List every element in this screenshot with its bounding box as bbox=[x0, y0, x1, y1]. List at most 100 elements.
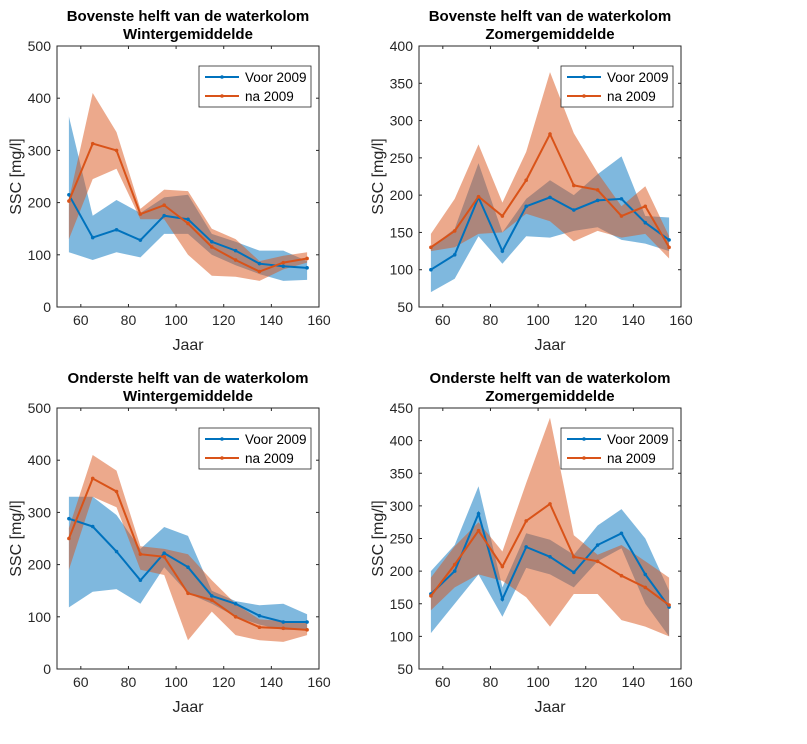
legend: Voor 2009 na 2009 bbox=[560, 427, 674, 470]
y-tick-label: 400 bbox=[28, 90, 52, 106]
subplot-3: Onderste helft van de waterkolomWinterge… bbox=[8, 370, 331, 716]
data-point bbox=[233, 258, 238, 262]
data-point bbox=[667, 238, 671, 242]
y-tick-label: 300 bbox=[390, 498, 414, 514]
y-tick-label: 300 bbox=[28, 142, 52, 158]
data-point bbox=[233, 601, 238, 606]
y-axis-label: SSC [mg/l] bbox=[370, 138, 387, 214]
x-tick-label: 60 bbox=[73, 312, 89, 328]
y-axis-label: SSC [mg/l] bbox=[8, 500, 25, 576]
data-point bbox=[186, 565, 190, 570]
chart-subtitle: Zomergemiddelde bbox=[485, 388, 614, 405]
data-point bbox=[138, 578, 143, 583]
y-tick-label: 100 bbox=[390, 628, 414, 644]
x-tick-label: 100 bbox=[164, 312, 188, 328]
data-point bbox=[500, 564, 505, 569]
data-point bbox=[619, 214, 624, 218]
chart-title: Bovenste helft van de waterkolom bbox=[67, 8, 310, 25]
legend-box bbox=[560, 427, 674, 470]
data-point bbox=[595, 198, 600, 203]
data-point bbox=[257, 261, 262, 266]
chart-title: Onderste helft van de waterkolom bbox=[430, 370, 671, 387]
x-tick-label: 100 bbox=[526, 674, 550, 690]
data-point bbox=[667, 245, 671, 250]
y-tick-label: 300 bbox=[390, 113, 414, 129]
x-axis-label: Jaar bbox=[534, 699, 566, 716]
data-point bbox=[257, 269, 262, 274]
y-tick-label: 50 bbox=[397, 661, 413, 677]
y-tick-label: 150 bbox=[390, 596, 414, 612]
data-point bbox=[524, 519, 528, 523]
legend-box bbox=[560, 65, 674, 108]
x-tick-label: 80 bbox=[121, 674, 137, 690]
plot-area bbox=[429, 417, 671, 637]
x-tick-label: 160 bbox=[669, 312, 693, 328]
data-point bbox=[257, 613, 262, 618]
y-tick-label: 0 bbox=[43, 661, 51, 677]
data-point bbox=[114, 227, 119, 232]
subplot-1: Bovenste helft van de waterkolomWinterge… bbox=[8, 8, 331, 354]
y-tick-label: 250 bbox=[390, 531, 414, 547]
x-tick-label: 120 bbox=[212, 312, 236, 328]
data-point bbox=[595, 559, 600, 564]
data-point bbox=[619, 573, 624, 578]
data-point bbox=[429, 267, 433, 272]
data-point bbox=[619, 531, 624, 536]
data-point bbox=[619, 197, 624, 201]
axes-box bbox=[56, 407, 320, 670]
y-tick-label: 100 bbox=[28, 247, 52, 263]
data-point bbox=[257, 625, 262, 630]
data-point bbox=[138, 552, 143, 556]
y-tick-label: 100 bbox=[390, 262, 414, 278]
y-tick-label: 350 bbox=[390, 465, 414, 481]
x-tick-label: 140 bbox=[260, 312, 284, 328]
data-point bbox=[233, 615, 238, 619]
legend: Voor 2009 na 2009 bbox=[560, 65, 674, 108]
x-tick-label: 160 bbox=[669, 674, 693, 690]
y-tick-label: 300 bbox=[28, 504, 52, 520]
data-point bbox=[90, 141, 95, 146]
data-point bbox=[572, 554, 576, 559]
legend-label: Voor 2009 bbox=[607, 432, 669, 447]
data-point bbox=[548, 502, 552, 506]
data-point bbox=[114, 148, 119, 153]
data-point bbox=[667, 603, 671, 607]
chart-subtitle: Wintergemiddelde bbox=[123, 26, 253, 43]
legend-marker bbox=[220, 437, 224, 441]
legend-label: na 2009 bbox=[607, 451, 656, 466]
y-tick-label: 200 bbox=[390, 187, 414, 203]
data-point bbox=[643, 572, 648, 577]
legend-box bbox=[198, 65, 312, 108]
y-tick-label: 500 bbox=[28, 400, 52, 416]
legend-label: Voor 2009 bbox=[245, 432, 307, 447]
legend-label: na 2009 bbox=[245, 89, 294, 104]
plot-area bbox=[67, 93, 309, 281]
x-axis-label: Jaar bbox=[534, 337, 566, 354]
data-point bbox=[452, 229, 457, 233]
data-point bbox=[476, 528, 481, 533]
data-point bbox=[452, 253, 457, 257]
chart-title: Bovenste helft van de waterkolom bbox=[429, 8, 672, 25]
chart-subtitle: Zomergemiddelde bbox=[485, 26, 614, 43]
data-point bbox=[67, 516, 71, 521]
subplot-2: Bovenste helft van de waterkolomZomergem… bbox=[370, 8, 693, 354]
data-point bbox=[572, 183, 576, 188]
data-point bbox=[281, 264, 286, 269]
legend-label: Voor 2009 bbox=[245, 70, 307, 85]
y-tick-label: 200 bbox=[28, 195, 52, 211]
y-tick-label: 150 bbox=[390, 224, 414, 240]
x-tick-label: 60 bbox=[435, 674, 451, 690]
y-tick-label: 500 bbox=[28, 38, 52, 54]
data-point bbox=[643, 220, 648, 225]
legend-label: na 2009 bbox=[245, 451, 294, 466]
data-point bbox=[210, 594, 214, 598]
x-tick-label: 80 bbox=[483, 312, 499, 328]
x-tick-label: 120 bbox=[574, 674, 598, 690]
y-tick-label: 200 bbox=[390, 563, 414, 579]
chart-subtitle: Wintergemiddelde bbox=[123, 388, 253, 405]
legend: Voor 2009 na 2009 bbox=[198, 427, 312, 470]
data-point bbox=[114, 489, 119, 494]
data-point bbox=[186, 591, 190, 596]
data-point bbox=[305, 266, 309, 270]
